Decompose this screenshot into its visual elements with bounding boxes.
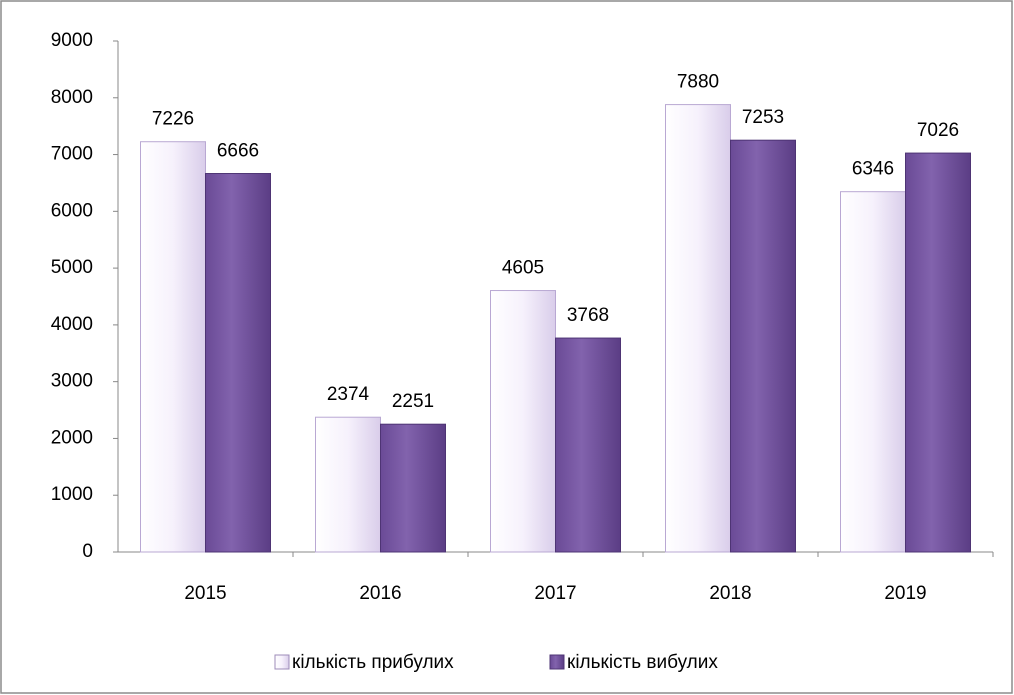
x-tick-label: 2017 — [534, 583, 576, 604]
legend-label: кількість вибулих — [567, 652, 718, 673]
bar — [840, 191, 906, 553]
data-label: 7880 — [677, 72, 719, 93]
bar — [380, 423, 446, 553]
x-tick-label: 2019 — [884, 583, 926, 604]
data-label: 3768 — [567, 305, 609, 326]
bar — [205, 173, 271, 553]
data-label: 4605 — [502, 258, 544, 279]
bar — [730, 139, 796, 553]
data-label: 2374 — [327, 384, 370, 405]
x-tick-label: 2018 — [709, 583, 751, 604]
x-tick-label: 2016 — [359, 583, 401, 604]
y-tick-label: 5000 — [51, 257, 93, 278]
bar — [555, 337, 621, 553]
data-label: 6666 — [217, 141, 259, 162]
bar — [905, 152, 971, 553]
legend-swatch — [274, 654, 290, 670]
data-label: 6346 — [852, 159, 894, 180]
y-tick-label: 6000 — [51, 200, 93, 221]
y-tick-label: 7000 — [51, 144, 93, 165]
data-label: 2251 — [392, 391, 434, 412]
data-label: 7226 — [152, 109, 194, 130]
y-tick-label: 1000 — [51, 484, 93, 505]
y-tick-label: 9000 — [51, 30, 93, 51]
data-label: 7253 — [742, 107, 784, 128]
bar — [140, 141, 206, 553]
legend-label: кількість прибулих — [292, 652, 454, 673]
y-tick-label: 3000 — [51, 371, 93, 392]
data-label: 7026 — [917, 120, 959, 141]
bar — [315, 416, 381, 553]
y-tick-label: 0 — [82, 541, 93, 562]
y-tick-label: 8000 — [51, 87, 93, 108]
y-tick-label: 4000 — [51, 314, 93, 335]
bar — [490, 290, 556, 553]
bar — [665, 104, 731, 553]
x-tick-label: 2015 — [184, 583, 226, 604]
legend-swatch — [549, 654, 565, 670]
y-tick-label: 2000 — [51, 427, 93, 448]
